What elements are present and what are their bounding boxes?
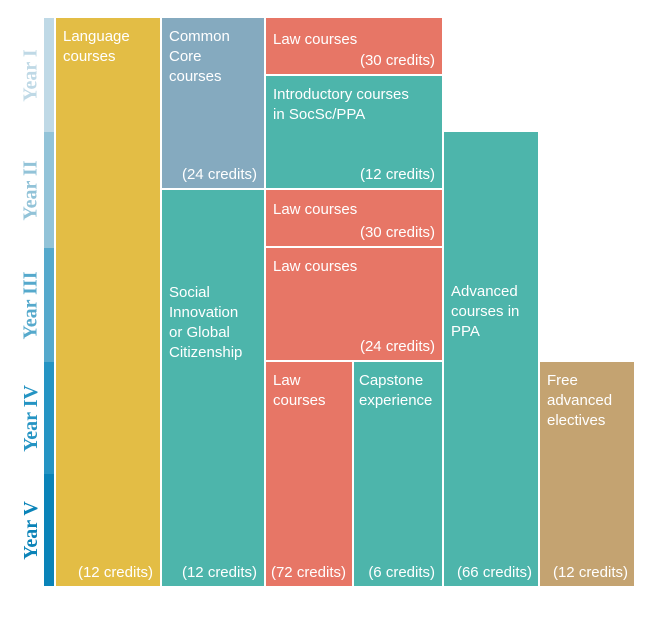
year-label-4: Year IV: [18, 362, 44, 474]
block-title: Common Core courses: [169, 28, 230, 85]
block-introductory-courses: Introductory courses in SocSc/PPA (12 cr…: [266, 76, 444, 190]
year-label-text: Year V: [19, 500, 42, 560]
block-advanced-ppa: Advanced courses in PPA (66 credits): [444, 132, 540, 588]
block-credits: (12 credits): [77, 564, 153, 581]
year-label-text: Year I: [19, 48, 42, 102]
block-title: Law courses: [273, 31, 358, 48]
block-law-courses-1: Law courses (30 credits): [266, 18, 444, 76]
block-title: Capstone experience: [359, 372, 433, 409]
year-label-1: Year I: [18, 18, 44, 132]
block-title: Law courses: [273, 372, 326, 409]
block-law-courses-3: Law courses (24 credits): [266, 248, 444, 362]
block-credits: (30 credits): [359, 224, 435, 241]
year-bar-3: [44, 248, 54, 362]
year-label-text: Year II: [19, 159, 42, 221]
block-credits: (12 credits): [552, 564, 628, 581]
year-label-5: Year V: [18, 474, 44, 586]
year-label-text: Year III: [19, 271, 42, 339]
block-law-courses-4: Law courses (72 credits): [266, 362, 354, 588]
year-bar-1: [44, 18, 54, 132]
block-title: Law courses: [273, 258, 358, 275]
block-credits: (24 credits): [359, 338, 435, 355]
year-label-2: Year II: [18, 132, 44, 248]
block-free-electives: Free advanced electives (12 credits): [540, 362, 636, 588]
block-credits: (66 credits): [456, 564, 532, 581]
block-language-courses: Language courses (12 credits): [56, 18, 162, 588]
block-title: Social Innovation or Global Citizenship: [169, 284, 243, 361]
block-title: Advanced courses in PPA: [451, 283, 520, 340]
block-credits: (30 credits): [359, 52, 435, 69]
year-label-3: Year III: [18, 248, 44, 362]
block-law-courses-2: Law courses (30 credits): [266, 190, 444, 248]
block-credits: (72 credits): [270, 564, 346, 581]
block-title: Law courses: [273, 201, 358, 218]
block-common-core: Common Core courses (24 credits): [162, 18, 266, 190]
block-credits: (12 credits): [359, 166, 435, 183]
block-title: Language courses: [63, 28, 130, 65]
block-title: Introductory courses in SocSc/PPA: [273, 86, 409, 123]
year-bar-5: [44, 474, 54, 586]
block-capstone-experience: Capstone experience (6 credits): [354, 362, 444, 588]
block-title: Free advanced electives: [547, 372, 613, 429]
block-social-innovation: Social Innovation or Global Citizenship …: [162, 190, 266, 588]
year-label-text: Year IV: [19, 384, 42, 452]
block-credits: (12 credits): [181, 564, 257, 581]
year-bar-2: [44, 132, 54, 248]
block-credits: (6 credits): [368, 564, 435, 581]
year-bar-4: [44, 362, 54, 474]
block-credits: (24 credits): [181, 166, 257, 183]
